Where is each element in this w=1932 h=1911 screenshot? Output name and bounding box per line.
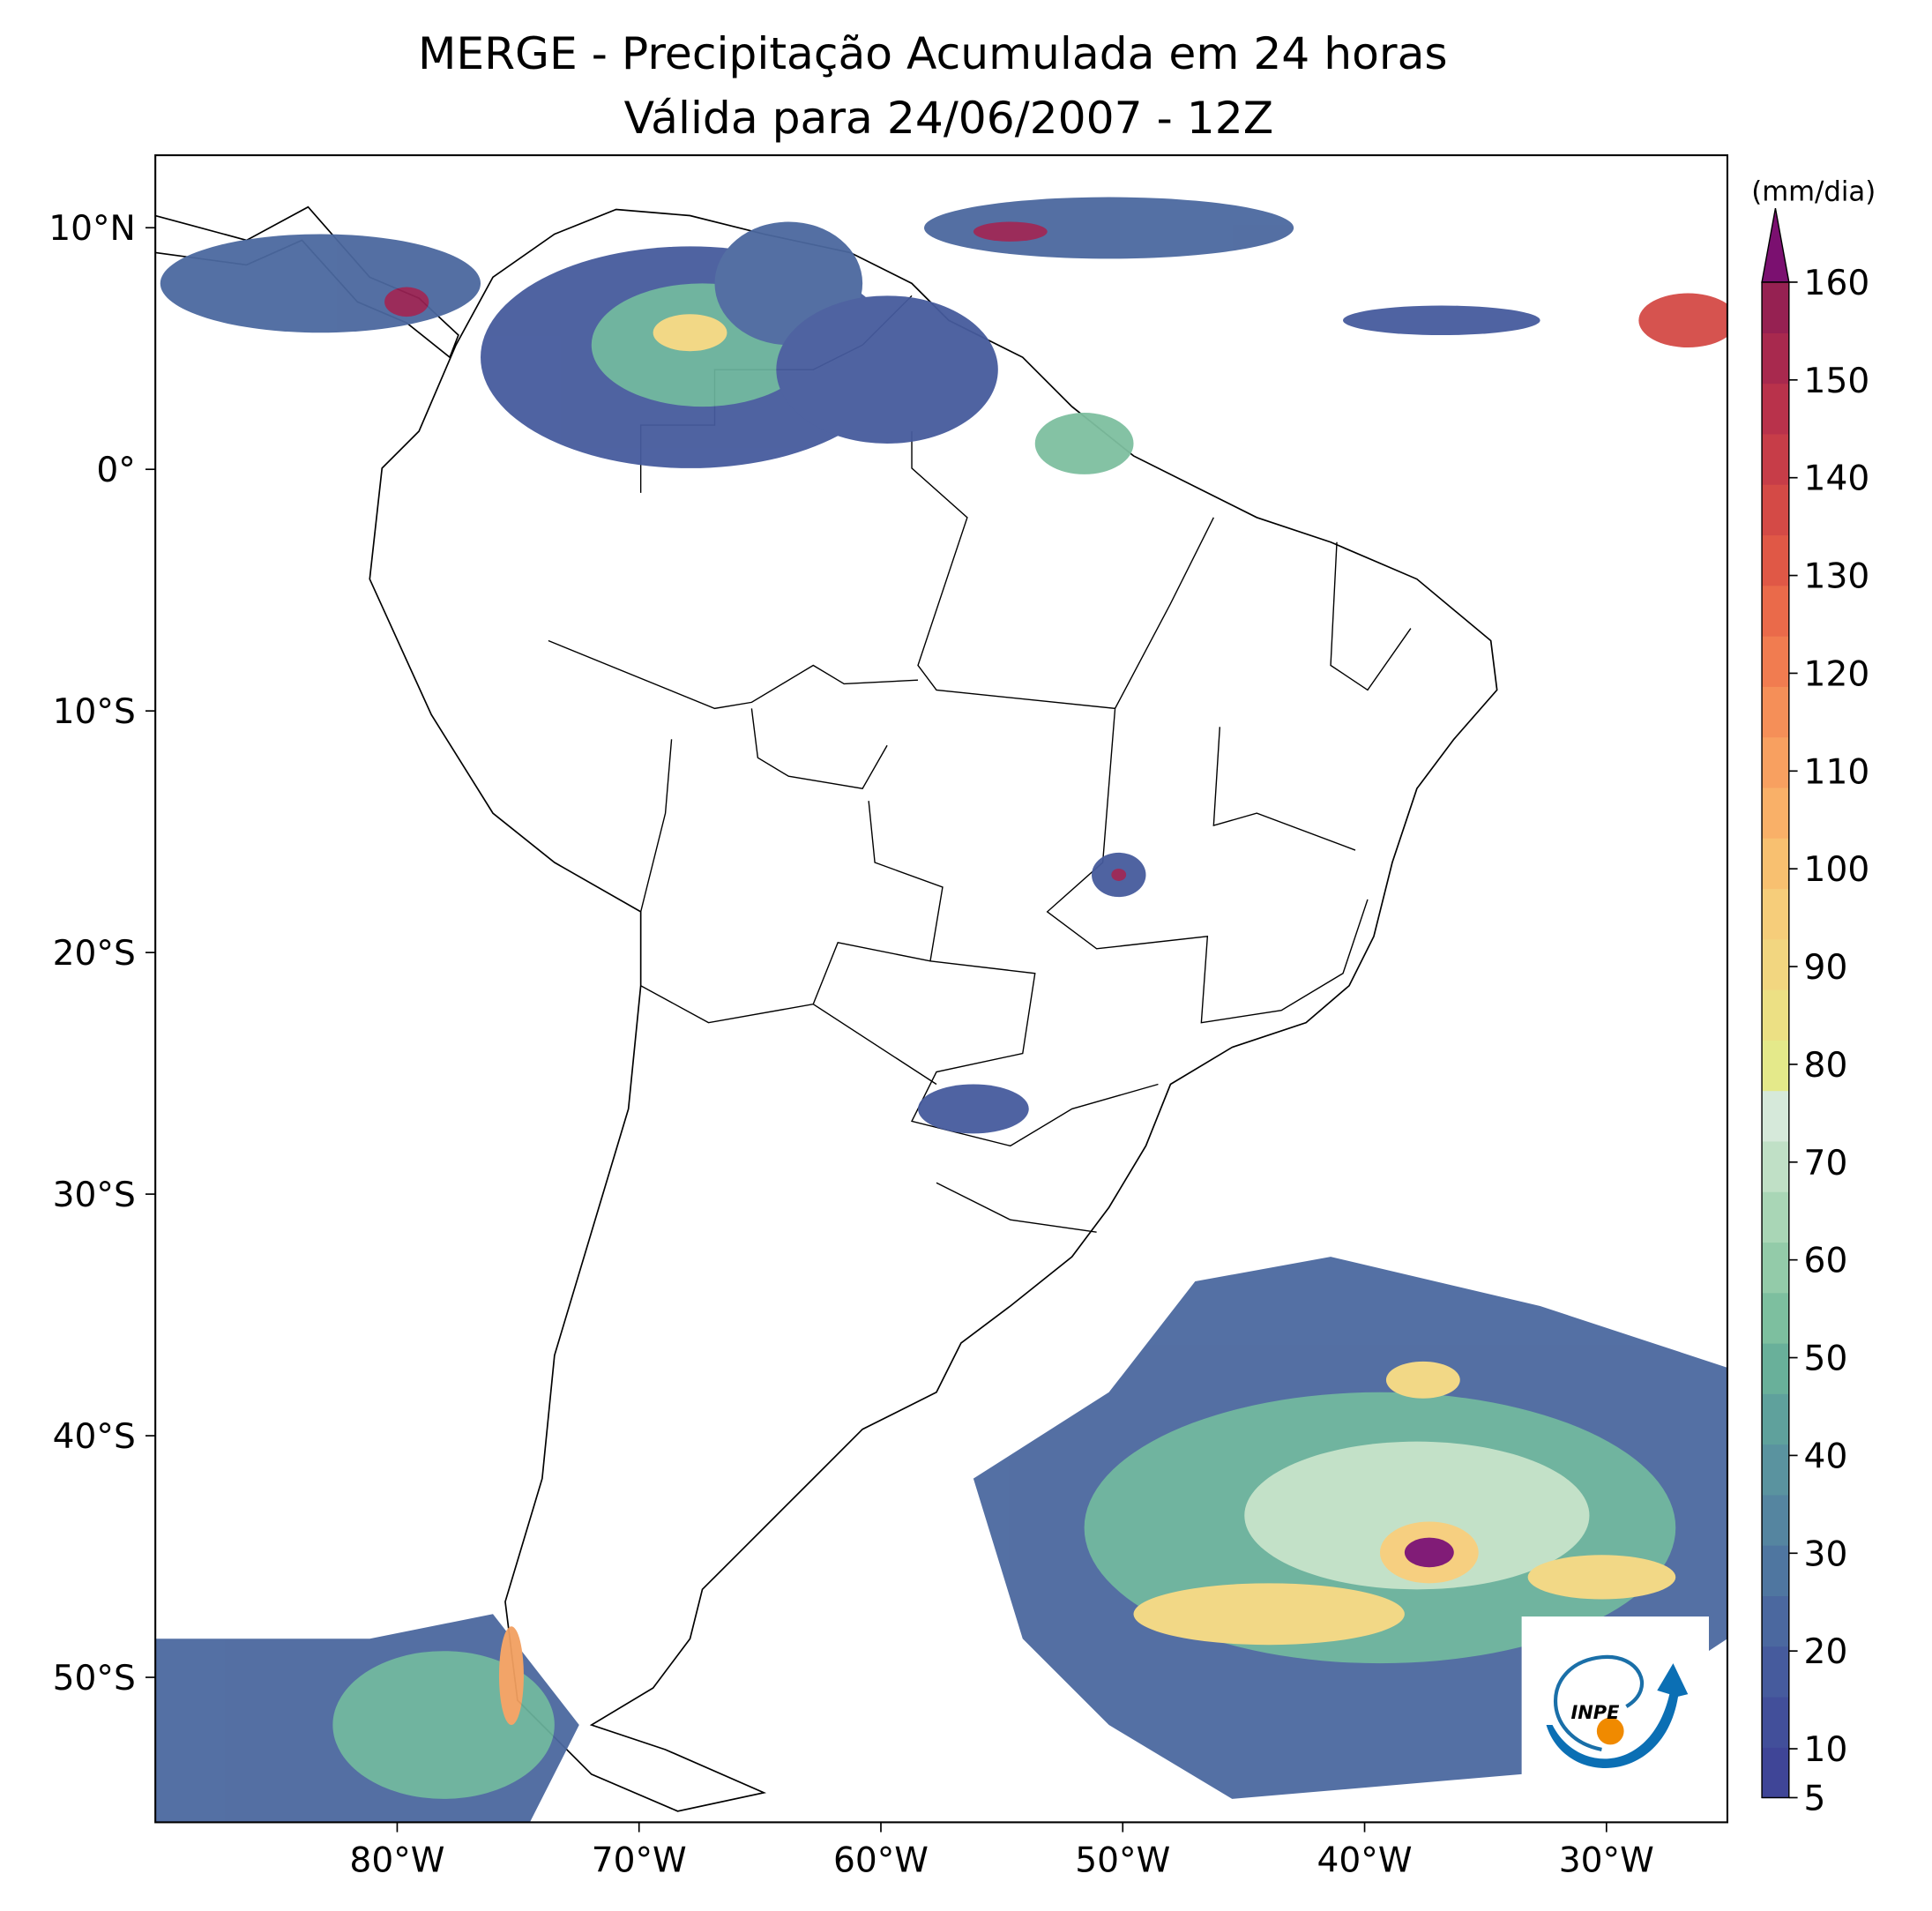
x-tick-label: 40°W <box>1317 1840 1413 1880</box>
colorbar-band <box>1762 433 1789 485</box>
colorbar-band <box>1762 1747 1789 1799</box>
colorbar-band <box>1762 1292 1789 1344</box>
y-tick-label: 40°S <box>53 1417 136 1457</box>
x-tick-label: 80°W <box>349 1840 444 1880</box>
colorbar-band <box>1762 1040 1789 1092</box>
colorbar-tick-label: 5 <box>1804 1779 1826 1818</box>
colorbar-band <box>1762 1595 1789 1647</box>
colorbar-band <box>1762 888 1789 940</box>
colorbar-tick-label: 130 <box>1804 557 1870 597</box>
colorbar-tick-label: 30 <box>1804 1534 1848 1574</box>
colorbar-band <box>1762 938 1789 990</box>
colorbar-tick-label: 90 <box>1804 948 1848 988</box>
logo-arrow <box>1546 1663 1689 1768</box>
colorbar-tick-label: 150 <box>1804 362 1870 401</box>
logo-sun <box>1596 1717 1624 1745</box>
colorbar-band <box>1762 736 1789 788</box>
colorbar-band <box>1762 1191 1789 1243</box>
colorbar-band <box>1762 1140 1789 1192</box>
colorbar-band <box>1762 989 1789 1041</box>
colorbar-band <box>1762 635 1789 687</box>
axes: 80°W 70°W 60°W 50°W 40°W 30°W 10°N 0° 10°S 20°S 30… <box>48 209 1654 1880</box>
colorbar-band <box>1762 1696 1789 1748</box>
colorbar-band <box>1762 383 1789 435</box>
colorbar-tick-label: 10 <box>1804 1730 1848 1770</box>
colorbar-band <box>1762 1545 1789 1597</box>
x-tick-label: 50°W <box>1075 1840 1170 1880</box>
precipitation <box>155 197 1727 1823</box>
colorbar-band <box>1762 585 1789 637</box>
x-tick-label: 60°W <box>833 1840 929 1880</box>
colorbar-tick-label: 110 <box>1804 752 1870 792</box>
colorbar-band <box>1762 332 1789 384</box>
colorbar-band <box>1762 686 1789 738</box>
x-tick-label: 30°W <box>1559 1840 1654 1880</box>
colorbar-band <box>1762 484 1789 536</box>
logo-orbit <box>1553 1654 1645 1752</box>
colorbar-tick-label: 140 <box>1804 459 1870 499</box>
colorbar-tick-label: 80 <box>1804 1046 1848 1086</box>
x-tick-label: 70°W <box>592 1840 687 1880</box>
title-line: Válida para 24/06/2007 - 12Z <box>624 92 1273 144</box>
colorbar-band <box>1762 1393 1789 1445</box>
colorbar-frame <box>1761 281 1790 1799</box>
coastline <box>369 208 1498 1812</box>
y-tick-label: 50°S <box>53 1659 136 1698</box>
colorbar-band <box>1762 534 1789 586</box>
colorbar-tick-label: 40 <box>1804 1437 1848 1476</box>
y-tick-label: 20°S <box>53 934 136 974</box>
colorbar-tick-label: 20 <box>1804 1632 1848 1672</box>
colorbar: 5 10 20 30 40 50 60 70 80 90 100 110 120 130 140 150 160 <box>1761 207 1870 1818</box>
colorbar-band <box>1762 1494 1789 1546</box>
colorbar-tick-label: 60 <box>1804 1242 1848 1281</box>
colorbar-tick-label: 160 <box>1804 264 1870 303</box>
colorbar-band <box>1762 1444 1789 1496</box>
colorbar-unit: (mm/dia) <box>1751 176 1876 208</box>
y-tick-label: 0° <box>96 451 135 490</box>
colorbar-band <box>1762 1090 1789 1142</box>
colorbar-tick-label: 100 <box>1804 850 1870 890</box>
y-tick-label: 30°S <box>53 1176 136 1215</box>
y-tick-label: 10°N <box>48 209 136 249</box>
colorbar-extend <box>1761 207 1790 283</box>
colorbar-band <box>1762 1646 1789 1698</box>
colorbar-band <box>1762 1242 1789 1294</box>
colorbar-band <box>1762 838 1789 890</box>
colorbar-band <box>1762 1342 1789 1394</box>
colorbar-band <box>1762 281 1789 333</box>
title-line: MERGE - Precipitação Acumulada em 24 hor… <box>418 27 1448 79</box>
logo-text: INPE <box>1571 1702 1621 1723</box>
colorbar-tick-label: 50 <box>1804 1340 1848 1379</box>
colorbar-tick-label: 120 <box>1804 654 1870 694</box>
map-area <box>155 197 1727 1823</box>
map-frame <box>154 153 1728 1824</box>
colorbar-band <box>1762 787 1789 839</box>
y-tick-label: 10°S <box>53 692 136 732</box>
colorbar-tick-label: 70 <box>1804 1144 1848 1183</box>
